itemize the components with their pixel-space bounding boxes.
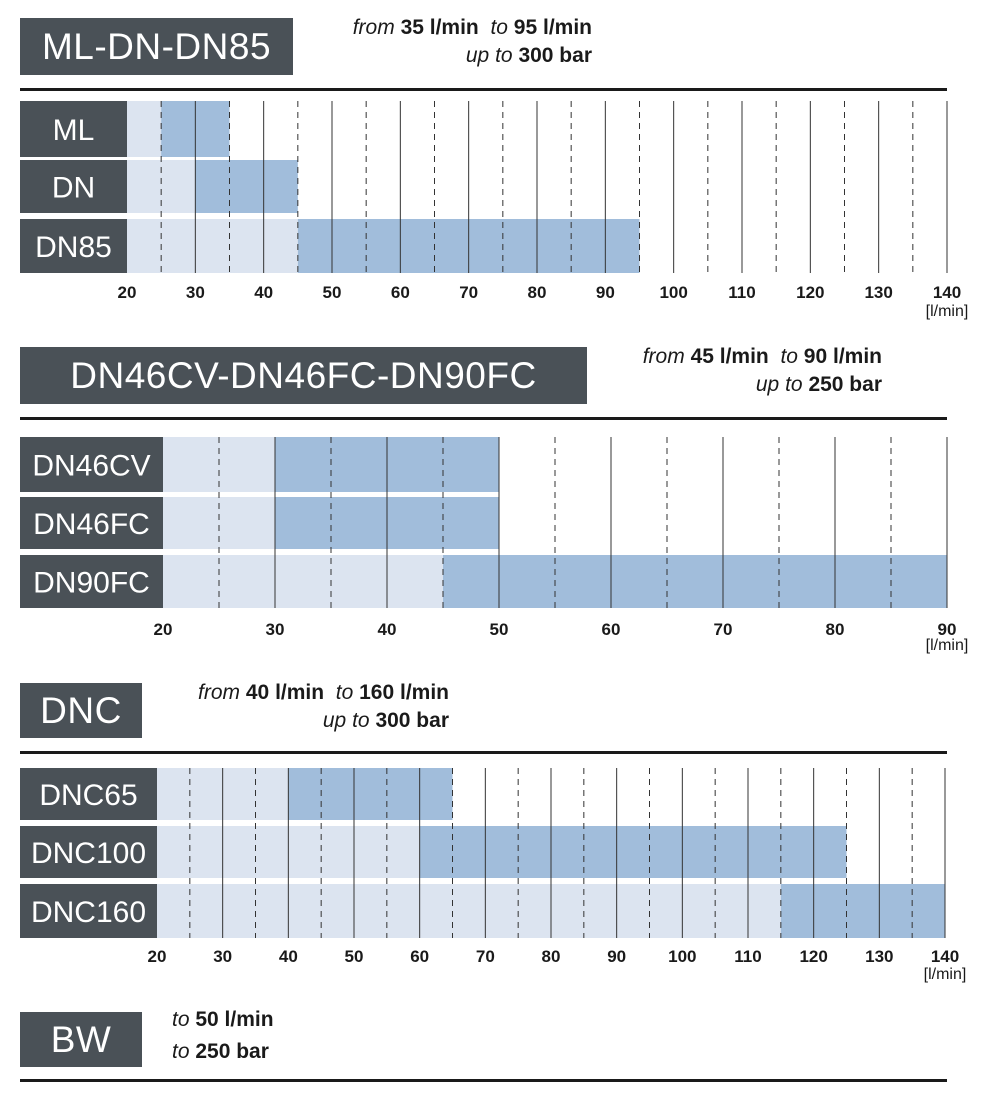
tick-label: 80 xyxy=(826,620,845,639)
category-label: DN46FC xyxy=(33,508,150,541)
range-band xyxy=(157,884,781,938)
category-label-box xyxy=(20,160,127,213)
tick-label: 60 xyxy=(602,620,621,639)
tick-label: 90 xyxy=(596,283,615,302)
tick-label: 70 xyxy=(714,620,733,639)
tick-label: 40 xyxy=(378,620,397,639)
axis-unit: [l/min] xyxy=(926,303,969,320)
tick-label: 30 xyxy=(266,620,285,639)
tick-label: 50 xyxy=(490,620,509,639)
section-rule xyxy=(20,417,947,420)
range-bar xyxy=(288,768,453,820)
category-label: DN90FC xyxy=(33,567,150,600)
range-bar xyxy=(419,826,847,878)
category-label-box xyxy=(20,768,157,820)
tick-label: 30 xyxy=(213,947,232,966)
chart-subtitle: from 35 l/min to 95 l/min up to 300 bar xyxy=(352,16,592,67)
axis-unit: [l/min] xyxy=(926,637,969,654)
tick-label: 100 xyxy=(668,947,696,966)
range-bar xyxy=(195,160,298,213)
tick-label: 50 xyxy=(323,283,342,302)
chart-title: DNC xyxy=(20,683,142,738)
category-label: DNC100 xyxy=(31,837,146,870)
section-rule xyxy=(20,751,947,754)
category-label-box xyxy=(20,101,127,157)
bw-rule xyxy=(20,1079,947,1082)
range-bar xyxy=(780,884,945,938)
tick-label: 110 xyxy=(734,947,761,966)
category-label-box xyxy=(20,437,163,492)
tick-label: 80 xyxy=(542,947,561,966)
tick-label: 30 xyxy=(186,283,205,302)
tick-label: 90 xyxy=(607,947,626,966)
category-label: DN46CV xyxy=(32,450,150,483)
axis-unit: [l/min] xyxy=(924,966,967,983)
tick-label: 70 xyxy=(476,947,495,966)
tick-label: 40 xyxy=(279,947,298,966)
category-label: DN85 xyxy=(35,231,112,264)
category-label-box xyxy=(20,497,163,549)
tick-label: 140 xyxy=(931,947,959,966)
range-band xyxy=(127,101,162,157)
category-label: DNC65 xyxy=(39,779,137,812)
tick-label: 70 xyxy=(459,283,478,302)
tick-label: 60 xyxy=(391,283,410,302)
tick-label: 120 xyxy=(799,947,827,966)
tick-label: 110 xyxy=(728,283,755,302)
category-label: ML xyxy=(53,114,95,147)
category-label-box xyxy=(20,219,127,273)
bw-flow: to 50 l/min xyxy=(172,1008,274,1031)
section-rule xyxy=(20,88,947,91)
chart-title: DN46CV-DN46FC-DN90FC xyxy=(20,347,587,404)
tick-label: 130 xyxy=(865,947,893,966)
tick-label: 40 xyxy=(254,283,273,302)
range-bar xyxy=(443,555,947,608)
chart-subtitle: from 40 l/min to 160 l/min up to 300 bar xyxy=(198,681,449,732)
tick-label: 130 xyxy=(864,283,892,302)
range-band xyxy=(163,555,443,608)
bw-title: BW xyxy=(20,1012,142,1067)
tick-label: 80 xyxy=(528,283,547,302)
chart-subtitle: from 45 l/min to 90 l/min up to 250 bar xyxy=(642,345,882,396)
tick-label: 20 xyxy=(148,947,167,966)
tick-label: 140 xyxy=(933,283,961,302)
category-label: DN xyxy=(52,172,95,205)
tick-label: 50 xyxy=(345,947,364,966)
range-band xyxy=(127,219,298,273)
tick-label: 20 xyxy=(154,620,173,639)
category-label-box xyxy=(20,826,157,878)
tick-label: 100 xyxy=(659,283,687,302)
tick-label: 20 xyxy=(118,283,137,302)
category-label: DNC160 xyxy=(31,896,146,929)
tick-label: 60 xyxy=(410,947,429,966)
chart-title: ML-DN-DN85 xyxy=(20,18,293,75)
category-label-box xyxy=(20,555,163,608)
category-label-box xyxy=(20,884,157,938)
tick-label: 90 xyxy=(938,620,957,639)
tick-label: 120 xyxy=(796,283,824,302)
bw-pressure: to 250 bar xyxy=(172,1040,269,1063)
